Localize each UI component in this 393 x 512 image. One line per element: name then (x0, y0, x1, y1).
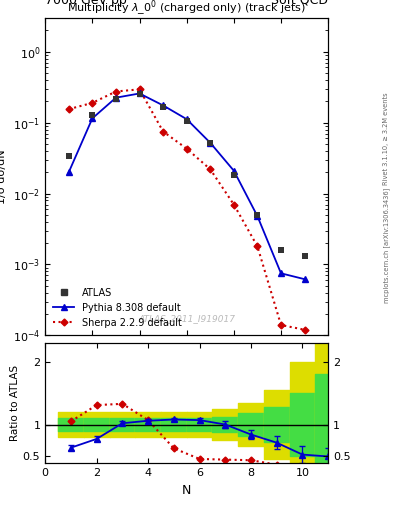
Y-axis label: 1/σ dσ/dN: 1/σ dσ/dN (0, 150, 7, 204)
X-axis label: N: N (182, 484, 191, 497)
Text: ATLAS_2011_I919017: ATLAS_2011_I919017 (138, 314, 235, 323)
Legend: ATLAS, Pythia 8.308 default, Sherpa 2.2.9 default: ATLAS, Pythia 8.308 default, Sherpa 2.2.… (50, 285, 185, 331)
Title: Multiplicity $\lambda\_0^0$ (charged only) (track jets): Multiplicity $\lambda\_0^0$ (charged onl… (67, 0, 306, 18)
Y-axis label: Ratio to ATLAS: Ratio to ATLAS (10, 365, 20, 441)
Text: Soft QCD: Soft QCD (271, 0, 328, 7)
Text: Rivet 3.1.10, ≥ 3.2M events: Rivet 3.1.10, ≥ 3.2M events (383, 92, 389, 184)
Text: 7000 GeV pp: 7000 GeV pp (45, 0, 127, 7)
Text: mcplots.cern.ch [arXiv:1306.3436]: mcplots.cern.ch [arXiv:1306.3436] (383, 188, 390, 304)
